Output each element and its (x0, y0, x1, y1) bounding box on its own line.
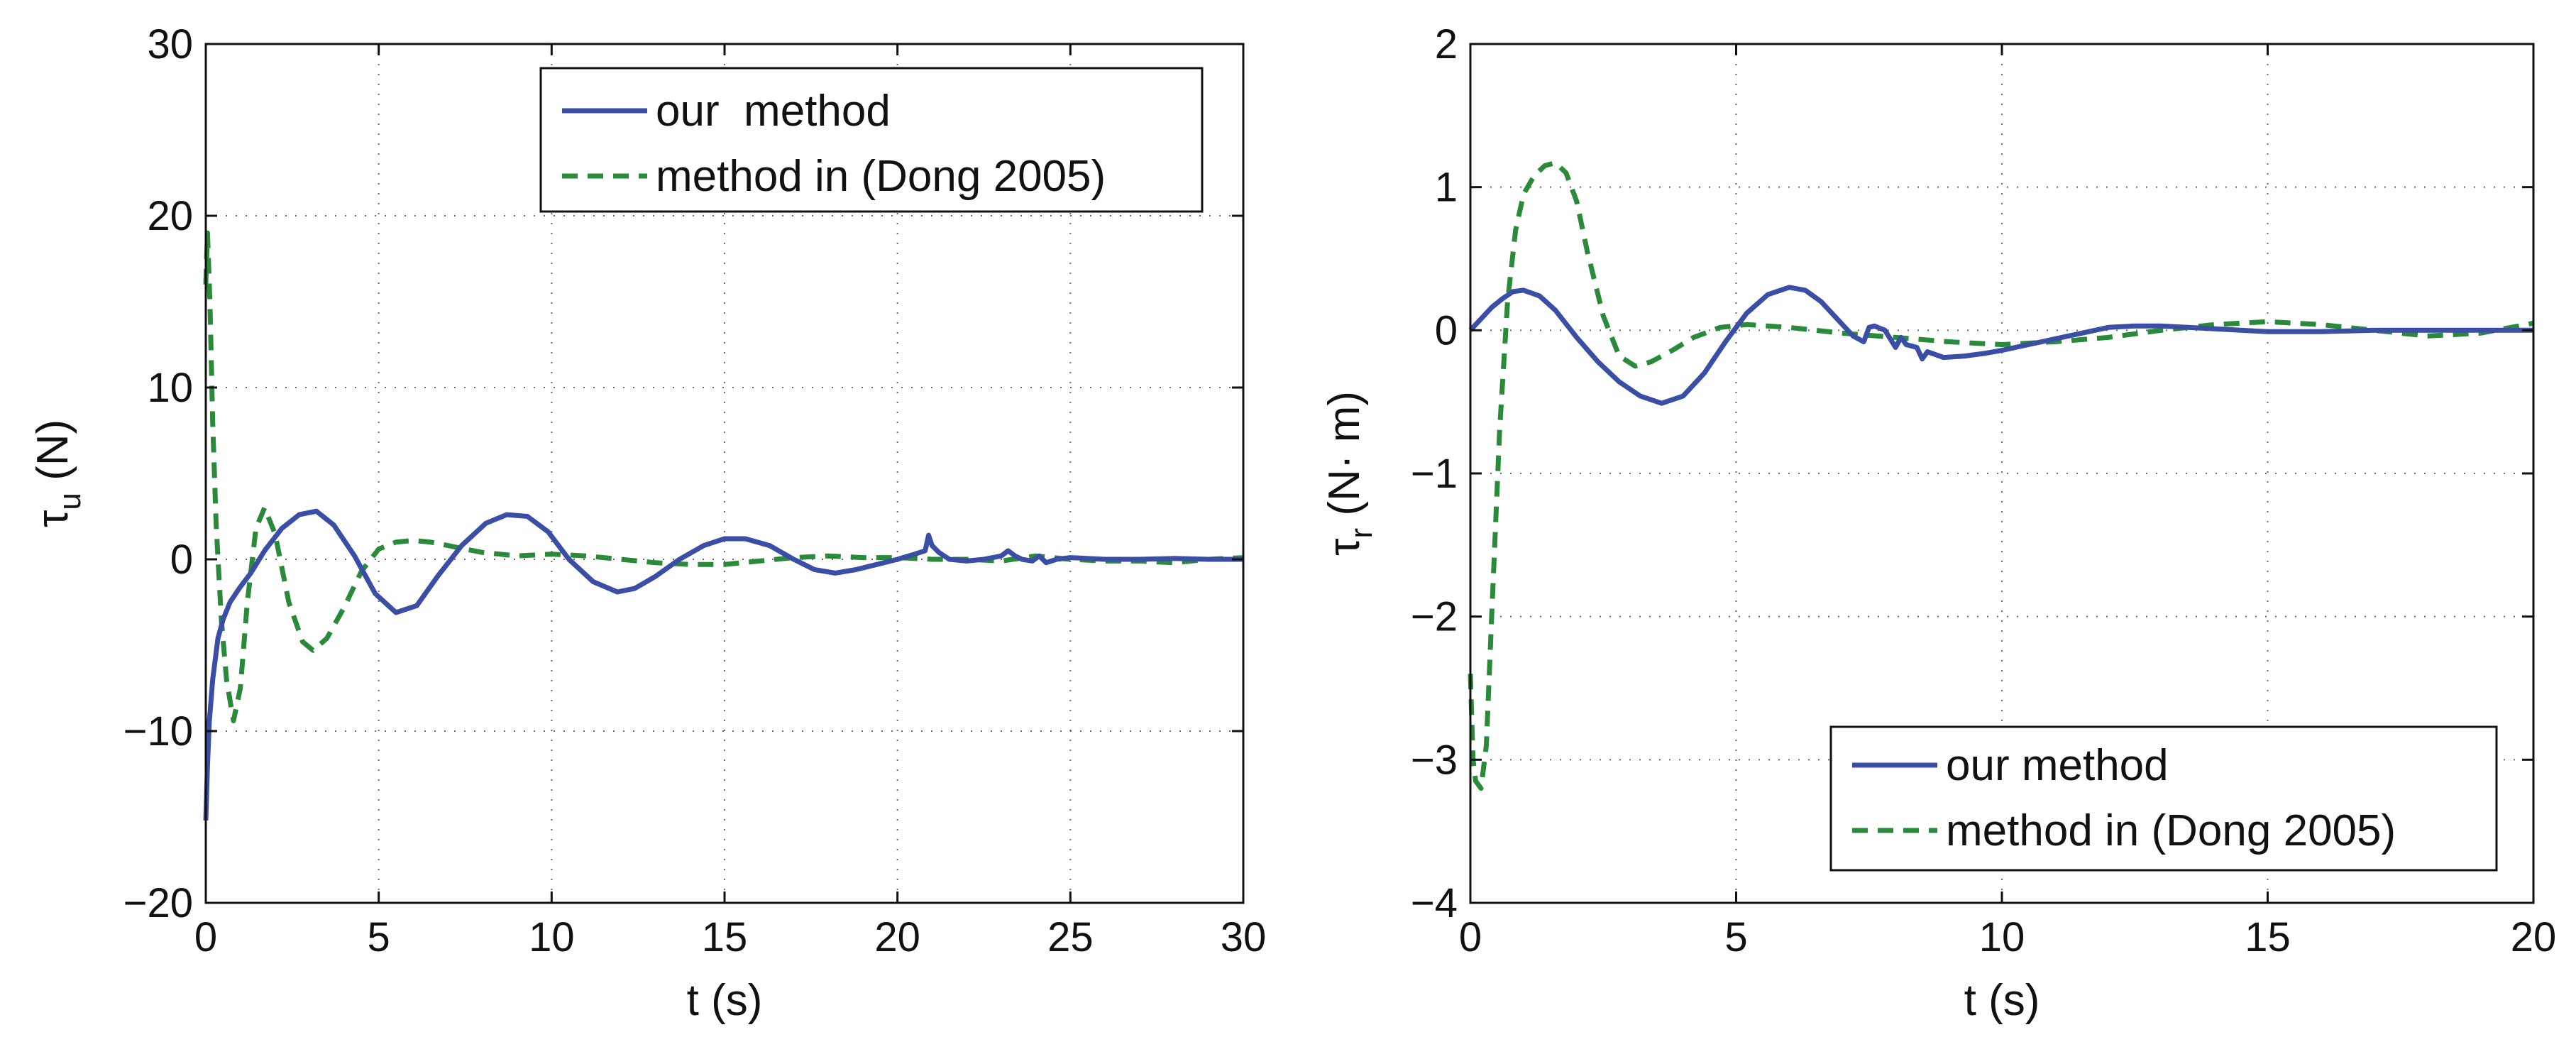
legend: our method method in (Dong 2005) (539, 67, 1204, 213)
y-axis-label: τr (N· m) (1320, 391, 1379, 556)
x-axis-label: t (s) (1964, 976, 2040, 1025)
legend-box (539, 67, 1204, 213)
y-tick-label: −4 (1411, 880, 1458, 926)
series-lines (1468, 160, 2534, 791)
series-line-our-method (1468, 285, 2533, 406)
legend-label-our-method: our method (656, 87, 891, 136)
y-axis-label-symbol: τ (1320, 538, 1369, 556)
series-line-dong-2005 (203, 230, 1244, 723)
x-tick-label: 5 (368, 914, 390, 960)
x-tick-label: 0 (194, 914, 217, 960)
series-line-our-method (203, 508, 1243, 821)
y-axis-label-subscript: u (53, 493, 87, 510)
x-tick-label: 15 (702, 914, 748, 960)
y-tick-label: 1 (1435, 165, 1458, 211)
chart-tau-r: 0 5 10 15 20 −4 −3 −2 −1 0 1 2 t (s) τr (N· m) our … (1320, 21, 2556, 1025)
x-tick-label: 0 (1459, 914, 1482, 960)
y-tick-label: 0 (1435, 307, 1458, 353)
x-axis-label: t (s) (687, 976, 763, 1025)
y-tick-label: −10 (123, 708, 193, 755)
series-lines (203, 230, 1244, 821)
x-tick-label: 5 (1724, 914, 1747, 960)
legend-label-dong-2005: method in (Dong 2005) (1946, 806, 2396, 855)
y-tick-label: 2 (1435, 21, 1458, 67)
legend-box (1829, 725, 2498, 872)
y-tick-label: −3 (1411, 737, 1458, 783)
legend-label-dong-2005: method in (Dong 2005) (656, 152, 1106, 201)
x-tick-label: 20 (2511, 914, 2557, 960)
y-tick-label: 30 (147, 21, 193, 67)
y-axis-label-unit: (N· m) (1320, 391, 1369, 528)
x-tick-label: 25 (1047, 914, 1094, 960)
y-axis-label-subscript: r (1344, 528, 1379, 539)
y-tick-label: 0 (170, 537, 193, 583)
x-tick-label: 10 (529, 914, 575, 960)
x-tick-label: 30 (1221, 914, 1267, 960)
y-tick-label: 10 (147, 365, 193, 411)
series-line-dong-2005 (1468, 160, 2534, 791)
y-axis-label: τu (N) (28, 419, 87, 527)
legend: our method method in (Dong 2005) (1829, 725, 2498, 872)
y-axis-label-unit: (N) (28, 419, 77, 493)
y-tick-label: −2 (1411, 594, 1458, 640)
x-tick-label: 20 (874, 914, 920, 960)
axis-ticks: 0 5 10 15 20 −4 −3 −2 −1 0 1 2 (1411, 21, 2556, 960)
axis-ticks: 0 5 10 15 20 25 30 −20 −10 0 10 20 30 (123, 21, 1267, 960)
y-tick-label: 20 (147, 193, 193, 239)
chart-tau-u: 0 5 10 15 20 25 30 −20 −10 0 10 20 30 t (s) τu (N) o… (28, 21, 1266, 1025)
y-tick-label: −20 (123, 880, 193, 926)
x-tick-label: 15 (2245, 914, 2291, 960)
y-axis-label-symbol: τ (28, 510, 77, 528)
x-tick-label: 10 (1979, 914, 2025, 960)
y-tick-label: −1 (1411, 451, 1458, 497)
legend-label-our-method: our method (1946, 741, 2169, 790)
